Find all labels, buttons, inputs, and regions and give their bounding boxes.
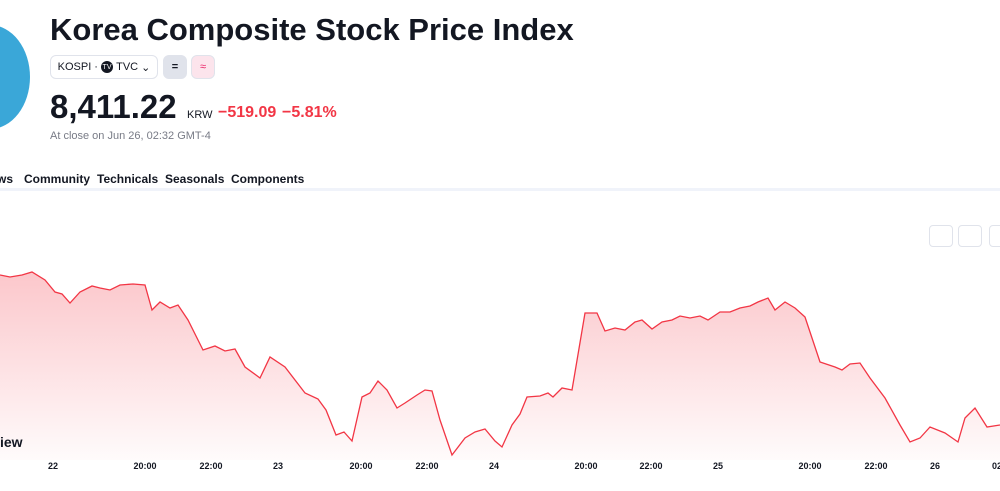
x-tick-label: 20:00 (133, 461, 156, 471)
x-tick-label: 22:00 (864, 461, 887, 471)
tab[interactable]: Community (24, 172, 90, 186)
x-tick-label: 23 (273, 461, 283, 471)
snapshot-btn[interactable] (929, 225, 953, 247)
x-tick-label: 25 (713, 461, 723, 471)
change: −519.09 (218, 104, 277, 121)
currency: KRW (187, 109, 213, 121)
tab[interactable]: Seasonals (165, 172, 225, 186)
more-btn[interactable] (989, 225, 1000, 247)
x-tick-label: 20:00 (574, 461, 597, 471)
x-tick-label: 20:00 (798, 461, 821, 471)
x-tick-label: 26 (930, 461, 940, 471)
embed-btn[interactable] (958, 225, 982, 247)
x-tick-label: 20:00 (349, 461, 372, 471)
exchange: TVC (116, 61, 139, 73)
divider (0, 188, 1000, 191)
status: At close on Jun 26, 02:32 GMT-4 (50, 130, 211, 142)
line (0, 271, 1000, 457)
x-tick-label: 22:00 (415, 461, 438, 471)
x-tick-label: 22 (48, 461, 58, 471)
change-pct: −5.81% (282, 104, 337, 121)
tab[interactable]: Components (231, 172, 305, 186)
watermark: iew (0, 434, 23, 450)
similar-btn[interactable]: ≈ (191, 55, 215, 79)
title: Korea Composite Stock Price Index (50, 12, 574, 47)
x-tick-label: 22:00 (199, 461, 222, 471)
symbol: KOSPI (57, 61, 92, 73)
price: 8,411.22 (50, 88, 177, 125)
compare-btn[interactable]: = (163, 55, 187, 79)
tab[interactable]: Technicals (97, 172, 159, 186)
x-tick-label: 24 (489, 461, 499, 471)
symbol-selector[interactable]: KOSPI · TV TVC ⌄ (50, 55, 158, 79)
tab[interactable]: ws (0, 172, 14, 186)
x-tick-label: 02 (992, 461, 1000, 471)
x-tick-label: 22:00 (639, 461, 662, 471)
area (0, 272, 1000, 460)
